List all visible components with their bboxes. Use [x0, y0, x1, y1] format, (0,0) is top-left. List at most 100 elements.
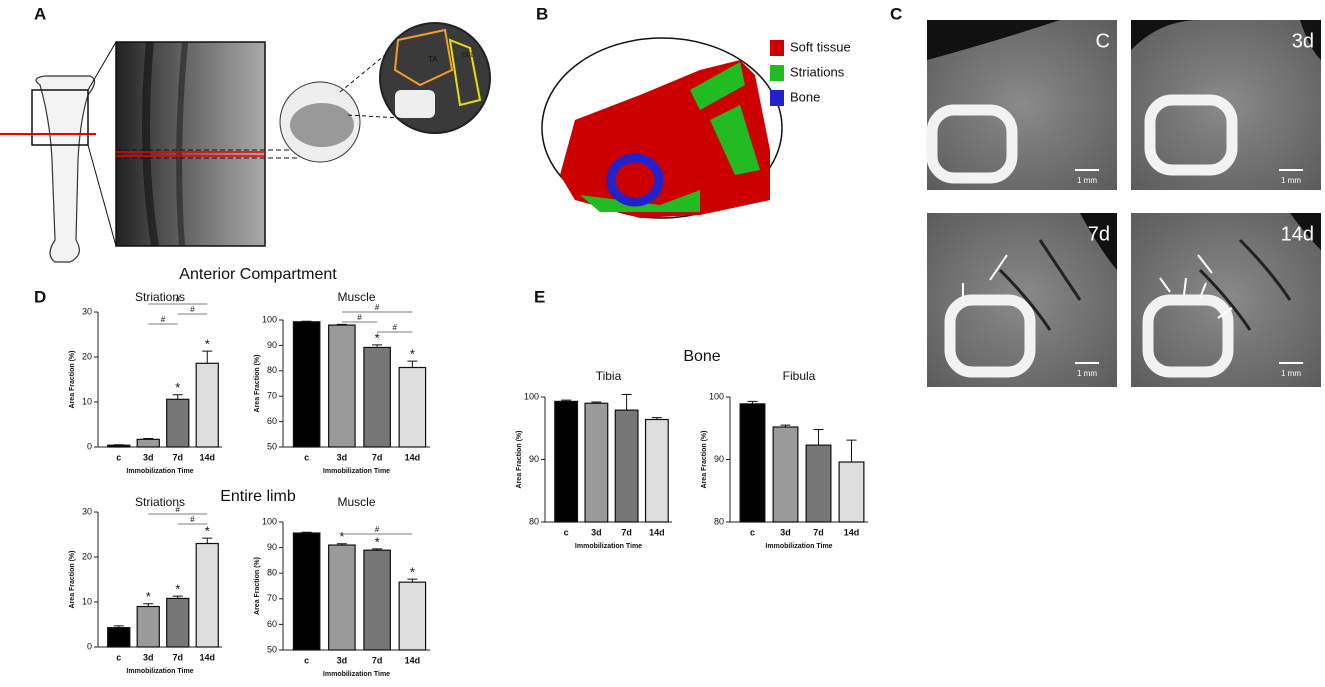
x-tick-label: 14d: [405, 452, 421, 462]
panel-letter: A: [34, 4, 46, 23]
bar: [328, 544, 356, 651]
x-tick-label: 7d: [172, 652, 183, 662]
x-axis-label: Immobilization Time: [575, 543, 642, 550]
chart-title: Tibia: [596, 369, 622, 383]
legend-swatch: [770, 40, 784, 56]
error-bar: [621, 394, 632, 411]
y-tick-label: 100: [709, 391, 724, 401]
x-axis-label: Immobilization Time: [126, 468, 193, 475]
y-axis-label: Area Fraction (%): [254, 355, 261, 413]
y-axis-label: Area Fraction (%): [69, 551, 76, 609]
error-bar: [846, 439, 857, 462]
y-tick-label: 90: [267, 542, 277, 552]
bar: [195, 542, 219, 648]
comparison-label: #: [176, 295, 181, 304]
bar: [166, 398, 190, 448]
comparison-label: #: [375, 525, 380, 534]
y-axis-label: Area Fraction (%): [516, 431, 523, 489]
comparison-label: #: [393, 323, 398, 332]
error-bar: [747, 400, 758, 404]
y-tick-label: 70: [267, 593, 277, 603]
significance-mark: *: [146, 589, 151, 604]
chart-title: Striations: [135, 290, 185, 304]
y-tick-label: 100: [262, 516, 277, 526]
error-bar: [202, 350, 213, 364]
panel-letter: D: [34, 287, 46, 306]
legend-label: Striations: [790, 64, 845, 79]
y-tick-label: 80: [714, 516, 724, 526]
x-tick-label: c: [750, 527, 755, 537]
scale-label: 1 mm: [1281, 369, 1301, 378]
chart-title: Striations: [135, 495, 185, 509]
x-tick-label: c: [304, 452, 309, 462]
y-tick-label: 0: [87, 641, 92, 651]
significance-mark: *: [375, 534, 380, 549]
x-tick-label: 3d: [337, 452, 348, 462]
error-bar: [172, 394, 183, 400]
error-bar: [561, 399, 572, 402]
y-tick-label: 10: [82, 396, 92, 406]
muscle-label: TA: [428, 55, 438, 64]
x-tick-label: 3d: [143, 452, 154, 462]
panel-letter: B: [536, 4, 548, 23]
chart-title: Fibula: [783, 369, 816, 383]
chart-title: Muscle: [337, 495, 375, 509]
error-bar: [336, 323, 347, 326]
legend-swatch: [770, 90, 784, 106]
x-tick-label: c: [116, 452, 121, 462]
image-label: 3d: [1292, 30, 1314, 52]
x-tick-label: c: [564, 527, 569, 537]
x-tick-label: 14d: [844, 527, 860, 537]
y-tick-label: 90: [714, 454, 724, 464]
group-title: Bone: [683, 348, 720, 365]
bar: [166, 597, 190, 648]
x-tick-label: 7d: [372, 452, 383, 462]
bar: [614, 409, 639, 523]
panel-c: [926, 20, 1321, 387]
error-bar: [813, 429, 824, 446]
x-tick-label: 7d: [813, 527, 824, 537]
y-tick-label: 20: [82, 551, 92, 561]
comparison-label: #: [161, 315, 166, 324]
y-tick-label: 100: [262, 314, 277, 324]
error-bar: [172, 595, 183, 599]
x-tick-label: 3d: [591, 527, 602, 537]
legend-swatch: [770, 65, 784, 81]
chart-title: Muscle: [337, 290, 375, 304]
significance-mark: *: [410, 565, 415, 580]
bar: [838, 461, 865, 523]
bar: [292, 321, 321, 448]
bar: [772, 426, 799, 523]
error-bar: [372, 548, 383, 551]
y-tick-label: 60: [267, 619, 277, 629]
bar: [292, 532, 321, 651]
x-tick-label: c: [304, 655, 309, 665]
panel-b: [541, 37, 783, 219]
x-tick-label: 14d: [649, 527, 665, 537]
bar: [363, 549, 391, 651]
comparison-label: #: [190, 305, 195, 314]
bar: [398, 366, 427, 448]
x-axis-label: Immobilization Time: [323, 468, 390, 475]
significance-mark: *: [175, 380, 180, 395]
group-title: Anterior Compartment: [179, 266, 337, 283]
bar: [739, 403, 766, 523]
y-tick-label: 80: [267, 365, 277, 375]
legend-label: Bone: [790, 89, 820, 104]
error-bar: [591, 401, 602, 404]
y-tick-label: 10: [82, 596, 92, 606]
scale-label: 1 mm: [1077, 176, 1097, 185]
error-bar: [301, 320, 312, 322]
bar: [136, 605, 160, 648]
significance-mark: *: [339, 529, 344, 544]
significance-mark: *: [410, 347, 415, 362]
panel-letter: C: [890, 4, 902, 23]
bar: [363, 346, 391, 448]
error-bar: [651, 417, 662, 420]
x-tick-label: 7d: [621, 527, 632, 537]
image-label: C: [1096, 30, 1110, 52]
error-bar: [301, 531, 312, 534]
y-tick-label: 50: [267, 644, 277, 654]
error-bar: [202, 537, 213, 544]
